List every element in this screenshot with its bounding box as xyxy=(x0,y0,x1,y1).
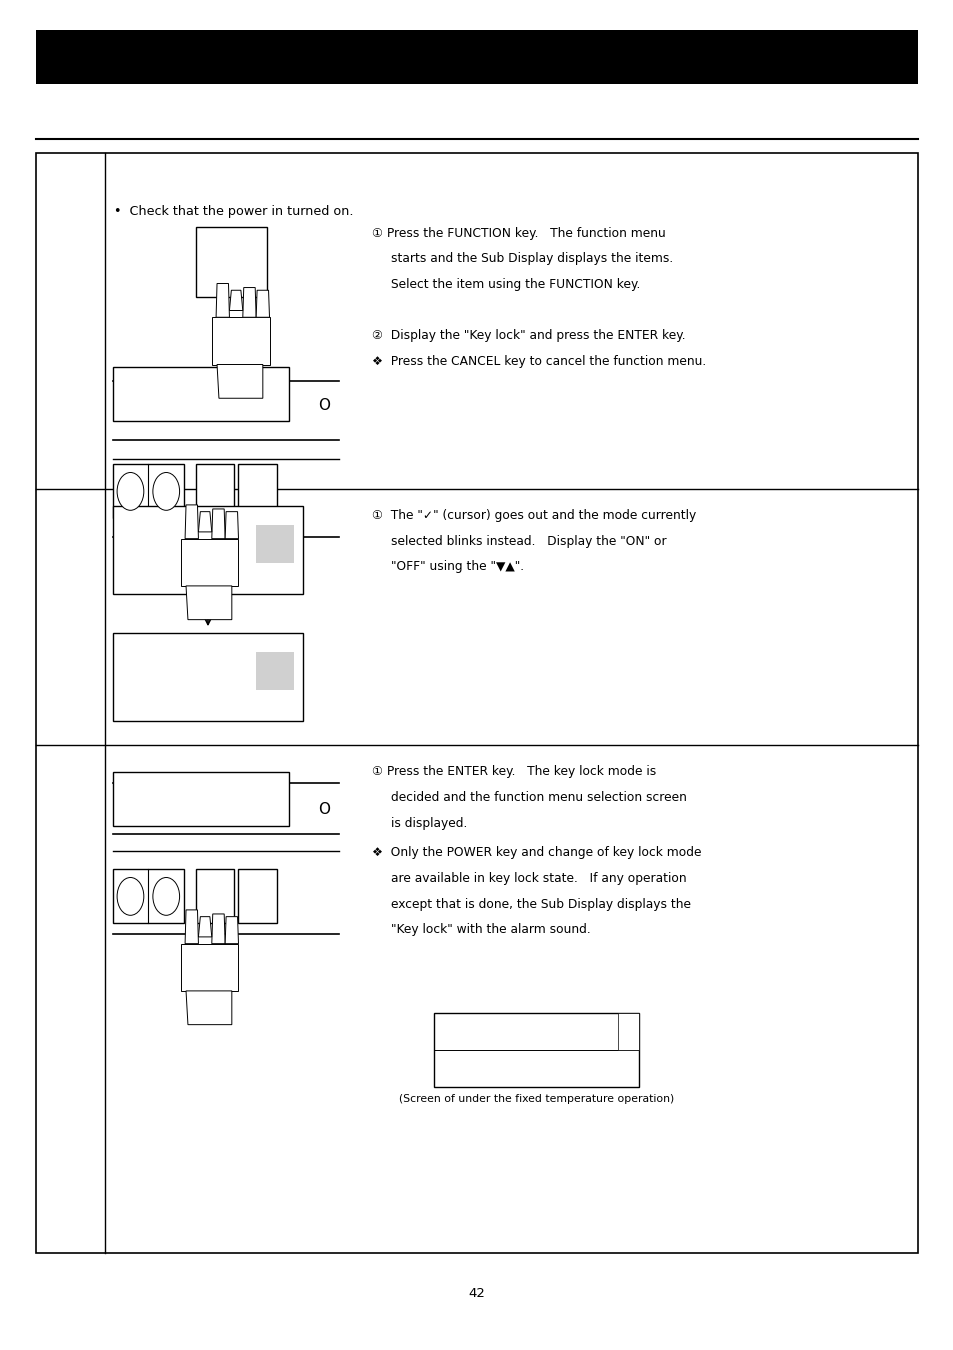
Bar xyxy=(36,153,917,1253)
Text: "Key lock" with the alarm sound.: "Key lock" with the alarm sound. xyxy=(391,923,590,937)
Text: ON: ON xyxy=(265,664,284,678)
Bar xyxy=(112,506,303,594)
Text: O: O xyxy=(318,397,330,413)
Polygon shape xyxy=(181,539,238,586)
Text: Key lock: Key lock xyxy=(124,647,176,660)
Circle shape xyxy=(152,878,179,915)
Bar xyxy=(195,227,267,297)
Bar xyxy=(36,30,917,84)
Text: selected blinks instead.   Display the "ON" or: selected blinks instead. Display the "ON… xyxy=(391,535,666,548)
Bar xyxy=(112,869,184,923)
Text: are available in key lock state.   If any operation: are available in key lock state. If any … xyxy=(391,872,686,886)
Polygon shape xyxy=(198,917,212,937)
Polygon shape xyxy=(225,512,238,539)
Polygon shape xyxy=(186,991,232,1025)
Polygon shape xyxy=(225,917,238,944)
Polygon shape xyxy=(185,910,198,944)
Text: O: O xyxy=(318,802,330,818)
Text: Set TEMP      37.0°C→: Set TEMP 37.0°C→ xyxy=(439,1021,559,1030)
Text: OFF: OFF xyxy=(262,537,287,551)
Polygon shape xyxy=(181,944,238,991)
Polygon shape xyxy=(185,505,198,539)
Bar xyxy=(112,772,289,826)
Text: ①  The "✓" (cursor) goes out and the mode currently: ① The "✓" (cursor) goes out and the mode… xyxy=(372,509,696,522)
Text: ②  Display the "Key lock" and press the ENTER key.: ② Display the "Key lock" and press the E… xyxy=(372,329,685,343)
Text: ▲: ▲ xyxy=(162,486,170,497)
Text: ❖  Press the CANCEL key to cancel the function menu.: ❖ Press the CANCEL key to cancel the fun… xyxy=(372,355,705,369)
Bar xyxy=(112,464,184,518)
Text: Key lock: Key lock xyxy=(120,792,169,806)
Text: →: → xyxy=(624,1026,632,1035)
Text: Key lock: Key lock xyxy=(120,387,169,401)
Text: Select the item using the FUNCTION key.: Select the item using the FUNCTION key. xyxy=(391,278,639,292)
Polygon shape xyxy=(255,290,270,317)
Circle shape xyxy=(152,472,179,510)
Text: ▲: ▲ xyxy=(162,891,170,902)
Text: ① Press the FUNCTION key.   The function menu: ① Press the FUNCTION key. The function m… xyxy=(372,227,665,240)
Circle shape xyxy=(117,878,144,915)
Polygon shape xyxy=(242,288,255,317)
Bar xyxy=(238,464,276,518)
Polygon shape xyxy=(186,586,232,620)
Polygon shape xyxy=(212,914,225,944)
Polygon shape xyxy=(216,364,263,398)
Text: decided and the function menu selection screen: decided and the function menu selection … xyxy=(391,791,686,805)
Bar xyxy=(434,1012,639,1087)
Bar xyxy=(112,633,303,721)
Text: (Screen of under the fixed temperature operation): (Screen of under the fixed temperature o… xyxy=(398,1094,674,1103)
Polygon shape xyxy=(212,317,269,365)
Text: ▶ON: ▶ON xyxy=(256,792,283,806)
Polygon shape xyxy=(229,290,242,310)
Bar xyxy=(255,525,294,563)
Bar xyxy=(238,869,276,923)
Text: ① Press the ENTER key.   The key lock mode is: ① Press the ENTER key. The key lock mode… xyxy=(372,765,656,779)
Bar xyxy=(112,367,289,421)
Bar xyxy=(195,869,233,923)
Text: Key lock: Key lock xyxy=(513,1064,559,1073)
Text: ▼: ▼ xyxy=(127,486,134,497)
Bar xyxy=(618,1012,639,1050)
Text: •  Check that the power in turned on.: • Check that the power in turned on. xyxy=(114,205,354,219)
Bar xyxy=(195,464,233,518)
Text: Key lock: Key lock xyxy=(124,520,176,533)
Bar xyxy=(255,652,294,690)
Circle shape xyxy=(117,472,144,510)
Text: "OFF" using the "▼▲".: "OFF" using the "▼▲". xyxy=(391,560,524,574)
Text: 42: 42 xyxy=(468,1287,485,1300)
Text: ▶OFF: ▶OFF xyxy=(252,387,283,401)
Text: ❖  Only the POWER key and change of key lock mode: ❖ Only the POWER key and change of key l… xyxy=(372,846,700,860)
Polygon shape xyxy=(198,512,212,532)
Text: except that is done, the Sub Display displays the: except that is done, the Sub Display dis… xyxy=(391,898,690,911)
Text: ▼: ▼ xyxy=(127,891,134,902)
Polygon shape xyxy=(215,284,229,317)
Text: starts and the Sub Display displays the items.: starts and the Sub Display displays the … xyxy=(391,252,673,266)
Polygon shape xyxy=(212,509,225,539)
Text: is displayed.: is displayed. xyxy=(391,817,467,830)
